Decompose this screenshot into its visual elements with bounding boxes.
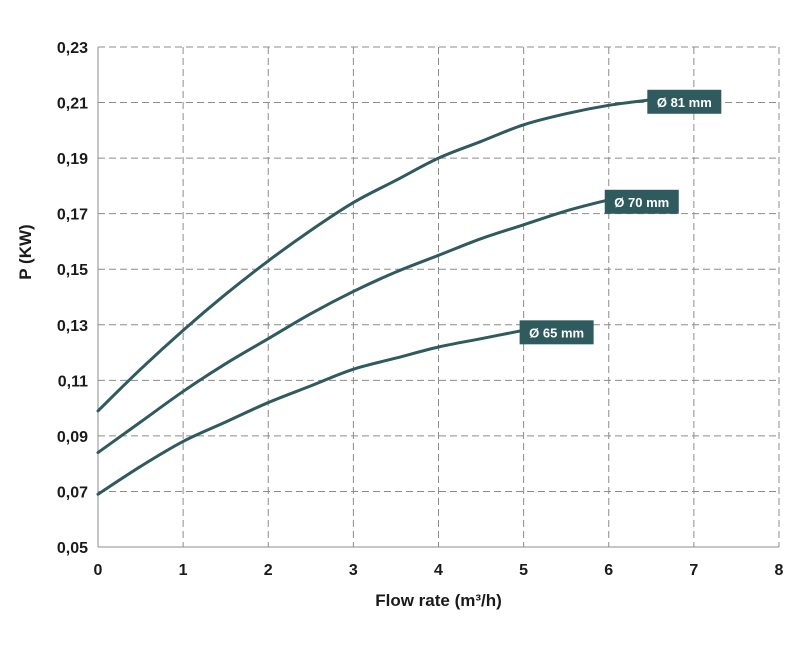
y-tick-label: 0,09 [57,429,88,446]
series-curve [96,98,653,413]
series-label-box [604,189,679,214]
series-curves [96,98,653,496]
x-axis-label: Flow rate (m³/h) [375,591,502,610]
series-label: Ø 81 mm [647,89,722,114]
y-tick-label: 0,19 [57,151,88,168]
series-curve [96,328,526,496]
x-tick-label: 7 [689,562,698,579]
x-tick-label: 8 [775,562,784,579]
y-tick-label: 0,17 [57,207,88,224]
x-tick-labels: 0 1 2 3 4 5 6 7 8 [94,562,784,579]
y-tick-labels: 0,05 0,07 0,09 0,11 0,13 0,15 0,17 0,19 0,21 0,23 [57,40,88,557]
series-curve [96,198,611,455]
x-tick-label: 0 [94,562,103,579]
series-label-text: Ø 70 mm [614,195,669,210]
y-axis-label: P (KW) [16,224,35,279]
axes [97,47,779,548]
y-tick-label: 0,13 [57,318,88,335]
series-label-box [519,320,594,345]
x-tick-label: 1 [179,562,188,579]
series-label-box [647,89,722,114]
y-tick-label: 0,21 [57,96,88,113]
series-label: Ø 70 mm [604,189,679,214]
y-tick-label: 0,23 [57,40,88,57]
series-labels: Ø 81 mm Ø 70 mm Ø 65 mm [519,89,722,345]
series-label-text: Ø 81 mm [657,95,712,110]
y-tick-label: 0,07 [57,484,88,501]
y-tick-label: 0,05 [57,540,88,557]
x-tick-label: 6 [604,562,613,579]
series-label-text: Ø 65 mm [529,325,584,340]
x-tick-label: 3 [349,562,358,579]
x-tick-label: 4 [434,562,443,579]
y-tick-label: 0,11 [58,373,88,390]
y-tick-label: 0,15 [57,262,88,279]
series-label: Ø 65 mm [519,320,594,345]
x-tick-label: 2 [264,562,273,579]
grid [98,46,780,547]
x-tick-label: 5 [519,562,528,579]
